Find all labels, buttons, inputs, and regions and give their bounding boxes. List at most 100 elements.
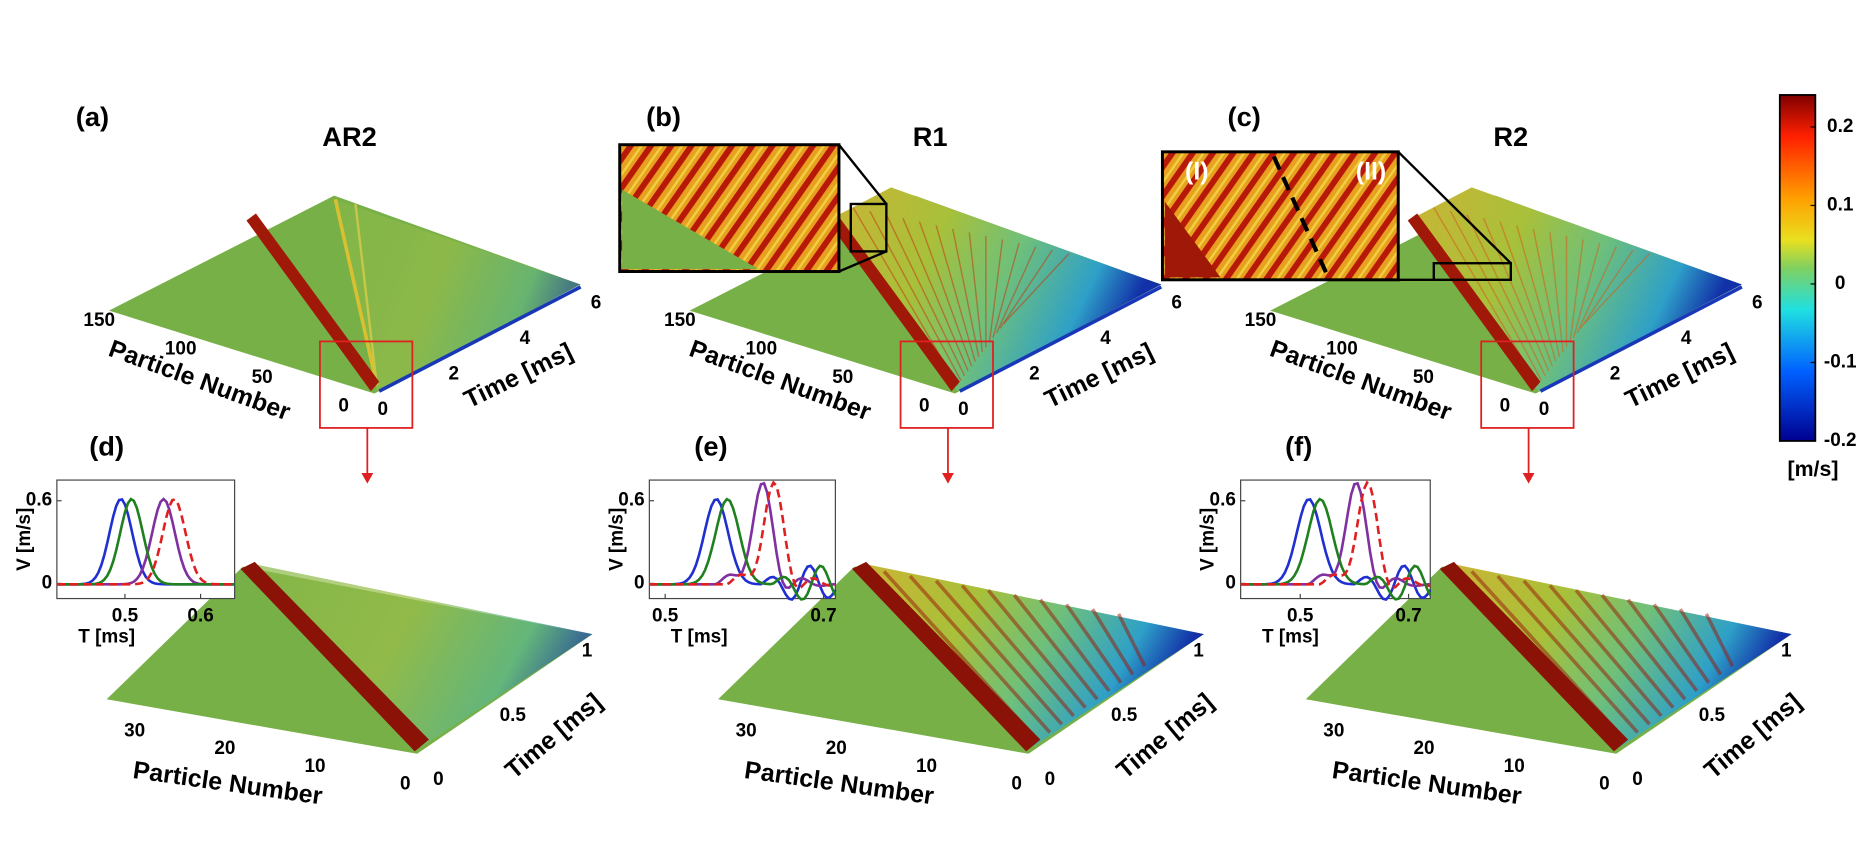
y-tick-label: 4 bbox=[1100, 328, 1111, 349]
x-tick-label: 0 bbox=[1599, 774, 1610, 795]
region-label: (I) bbox=[1185, 158, 1208, 186]
panel-label: (e) bbox=[694, 430, 727, 461]
y-tick-label: 0.5 bbox=[500, 705, 526, 726]
surface-ridge bbox=[968, 232, 984, 353]
surface-ridge bbox=[1516, 225, 1557, 362]
response-surface bbox=[866, 564, 1204, 747]
y-axis-title: Time [ms] bbox=[460, 337, 577, 413]
surface-ridge bbox=[1580, 249, 1634, 329]
inset-y-title: V [m/s] bbox=[1198, 508, 1219, 571]
panel-title: R1 bbox=[913, 121, 948, 152]
surface-ridge bbox=[1548, 584, 1663, 718]
panel-label: (c) bbox=[1228, 101, 1261, 132]
surface-ridge bbox=[960, 584, 1075, 718]
x-tick-label: 50 bbox=[1413, 367, 1434, 388]
inset-x-tick-label: 0.7 bbox=[810, 605, 836, 626]
y-tick-label: 2 bbox=[449, 364, 460, 385]
surface-ridge bbox=[1600, 593, 1687, 701]
x-tick-label: 10 bbox=[916, 756, 937, 777]
x-tick-label: 150 bbox=[664, 310, 696, 331]
arrow-head bbox=[1522, 472, 1535, 484]
inset-x-tick-label: 0.7 bbox=[1395, 605, 1421, 626]
x-tick-label: 0 bbox=[1011, 774, 1022, 795]
surface-ridge bbox=[1522, 579, 1651, 726]
surface-ridge bbox=[935, 225, 976, 362]
x-tick-label: 150 bbox=[1245, 310, 1277, 331]
zoom-connector bbox=[838, 250, 887, 273]
zoom-box bbox=[899, 340, 994, 429]
inset-frame bbox=[1240, 479, 1431, 600]
surface-ridge bbox=[999, 249, 1053, 329]
surface-ridge bbox=[1626, 598, 1699, 693]
x-tick-label: 150 bbox=[83, 310, 115, 331]
y-tick-label: 4 bbox=[1681, 328, 1692, 349]
response-surface bbox=[1453, 564, 1792, 747]
pulse-curve bbox=[1240, 480, 1431, 590]
y-tick-label: 2 bbox=[1610, 364, 1621, 385]
y-tick-label: 0.5 bbox=[1699, 705, 1725, 726]
response-surface bbox=[334, 199, 581, 392]
pulse-curve bbox=[56, 498, 235, 586]
colorbar-tick-label: 0 bbox=[1835, 273, 1846, 294]
wave-line bbox=[333, 198, 379, 386]
inset-x-title: T [ms] bbox=[78, 627, 135, 648]
response-surface bbox=[836, 187, 1162, 392]
x-tick-label: 0 bbox=[919, 396, 930, 417]
panel-title: R2 bbox=[1493, 121, 1528, 152]
response-surface bbox=[254, 564, 593, 747]
panel-label: (f) bbox=[1285, 430, 1312, 461]
x-tick-label: 0 bbox=[1500, 396, 1511, 417]
y-tick-label: 1 bbox=[1781, 641, 1792, 662]
region-label: (II) bbox=[1356, 158, 1386, 186]
inset-x-tick-label: 0.5 bbox=[112, 605, 138, 626]
surface-ridge bbox=[1038, 598, 1111, 693]
surface-ridge bbox=[952, 228, 980, 357]
surface-ridge bbox=[986, 589, 1087, 709]
wave-front bbox=[851, 561, 1041, 752]
surface-ridge bbox=[1704, 613, 1734, 667]
surface-ridge bbox=[1117, 613, 1147, 667]
x-tick-label: 10 bbox=[305, 756, 326, 777]
wave-front bbox=[1439, 561, 1629, 752]
colorbar-tick-label: -0.2 bbox=[1824, 430, 1857, 451]
pulse-curve bbox=[649, 480, 836, 590]
surface-ridge bbox=[1012, 593, 1099, 701]
colorbar bbox=[1778, 94, 1817, 442]
surface-ridge bbox=[1449, 210, 1543, 381]
inset-y-tick-label: 0.6 bbox=[26, 490, 52, 511]
inset-x-title: T [ms] bbox=[1262, 627, 1319, 648]
surface-ridge bbox=[1496, 574, 1639, 734]
y-tick-label: 6 bbox=[1752, 293, 1763, 314]
inset-y-title: V [m/s] bbox=[606, 508, 627, 571]
x-tick-label: 30 bbox=[1323, 720, 1344, 741]
surface-ridge bbox=[988, 239, 1004, 343]
inset-y-tick-label: 0.6 bbox=[618, 490, 644, 511]
zoom-connector bbox=[838, 143, 888, 205]
y-axis-title: Time [ms] bbox=[1621, 337, 1738, 413]
surface-ridge bbox=[1583, 253, 1650, 325]
surface-ridge bbox=[1003, 253, 1070, 325]
wave-front bbox=[246, 213, 380, 392]
zoom-box bbox=[319, 340, 414, 429]
surface-ridge bbox=[1576, 246, 1617, 334]
surface-ridge bbox=[1064, 603, 1123, 684]
y-tick-label: 0 bbox=[1045, 769, 1056, 790]
panel-title: AR2 bbox=[322, 121, 377, 152]
wave-line bbox=[354, 203, 378, 386]
surface-ridge bbox=[1652, 603, 1711, 684]
y-tick-label: 0 bbox=[958, 399, 969, 420]
inset-y-tick-label: 0 bbox=[1225, 572, 1236, 593]
x-tick-label: 20 bbox=[826, 738, 847, 759]
surface-ridge bbox=[1549, 232, 1564, 353]
y-tick-label: 6 bbox=[1171, 293, 1182, 314]
response-surface bbox=[1417, 187, 1742, 392]
zoom-image-front bbox=[1164, 201, 1221, 278]
inset-y-tick-label: 0.6 bbox=[1210, 490, 1236, 511]
inset-x-title: T [ms] bbox=[671, 627, 728, 648]
y-tick-label: 0.5 bbox=[1111, 705, 1137, 726]
surface-ridge bbox=[1466, 214, 1546, 377]
y-tick-label: 0 bbox=[377, 399, 388, 420]
y-axis-title: Time [ms] bbox=[500, 688, 608, 785]
y-tick-label: 2 bbox=[1029, 364, 1040, 385]
colorbar-tick-label: 0.2 bbox=[1827, 116, 1853, 137]
